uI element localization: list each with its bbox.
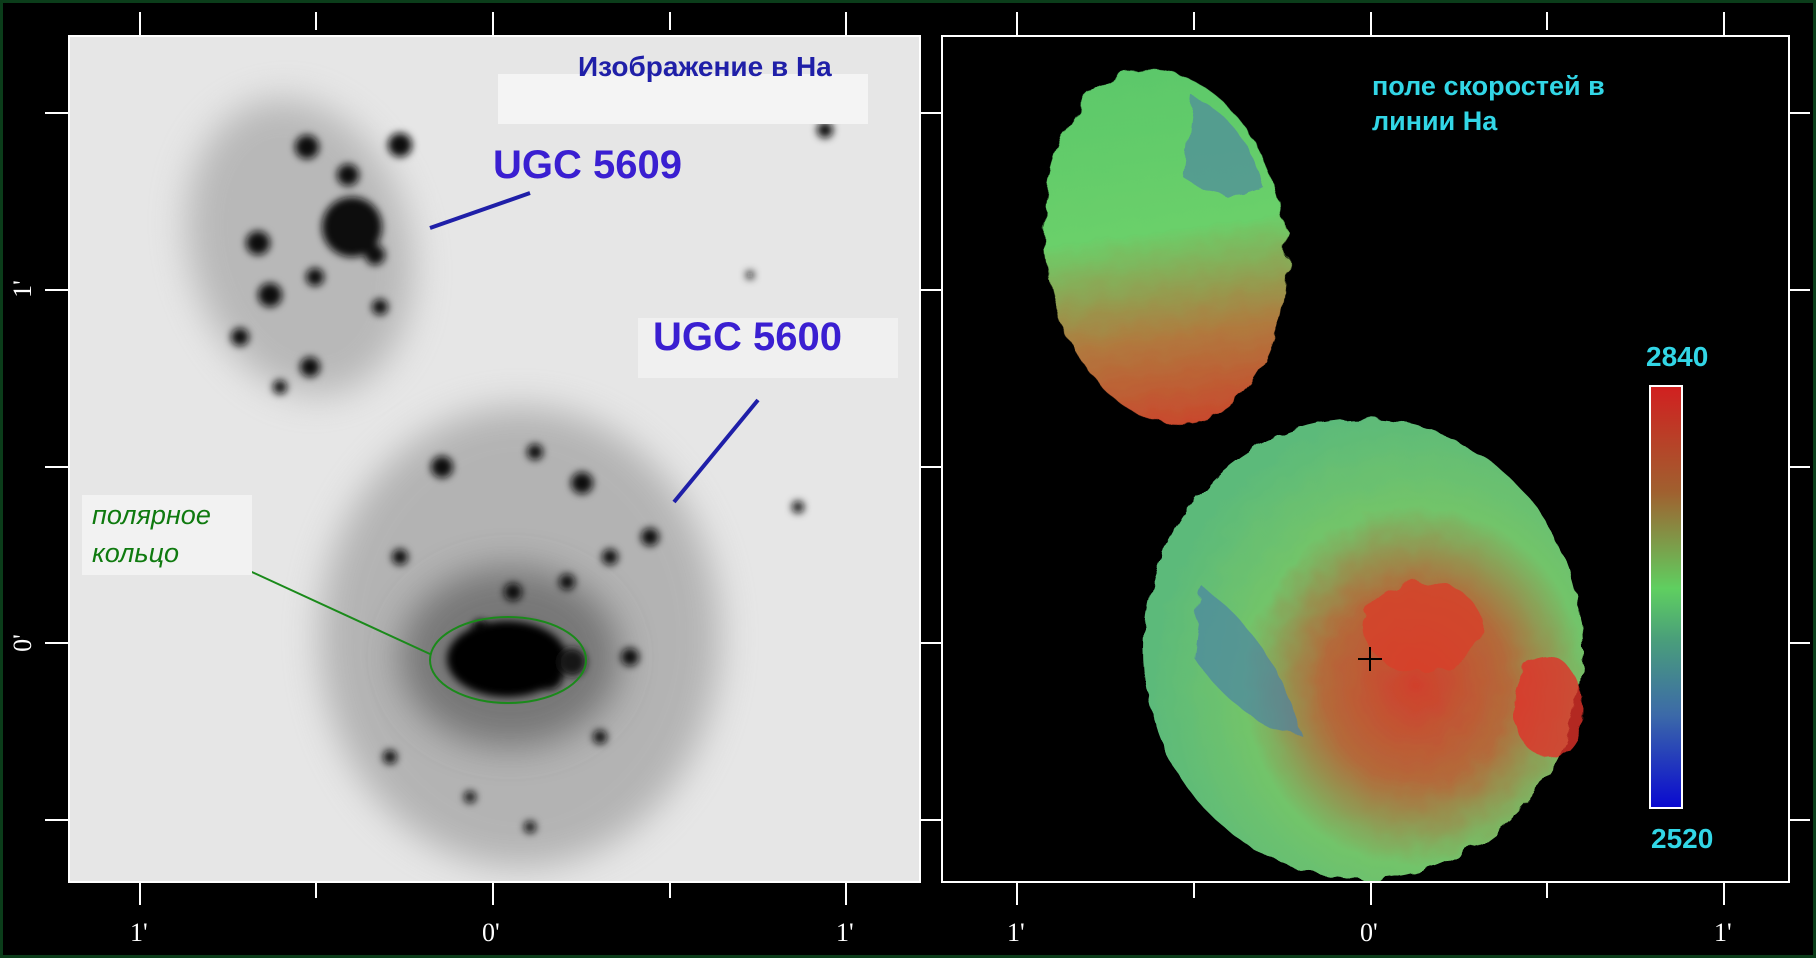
left-x-tick-label: 1' — [130, 918, 148, 947]
left-x-tick-label: 0' — [482, 918, 500, 947]
right-x-tick-label: 0' — [1360, 918, 1378, 947]
velocity-colorbar — [1649, 385, 1683, 809]
ugc5600-label: UGC 5600 — [653, 315, 842, 359]
velocity-field-title-line1: поле скоростей в — [1372, 71, 1605, 101]
halpha-image-title: Изображение в Ha — [578, 51, 832, 82]
ugc5600-velocity-field — [1143, 419, 1583, 879]
center-cross-marker — [1358, 647, 1382, 671]
left-x-tick-label: 1' — [836, 918, 854, 947]
label-background — [638, 318, 898, 378]
velocity-field-map — [1043, 69, 1583, 879]
halpha-image — [186, 99, 833, 867]
velocity-field-title-line2: линии Ha — [1372, 106, 1498, 136]
title-background — [498, 74, 868, 124]
polar-label-background — [82, 495, 252, 575]
right-x-tick-label: 1' — [1007, 918, 1025, 947]
colorbar-min-label: 2520 — [1651, 823, 1714, 854]
pointer-ugc5600 — [672, 398, 760, 504]
ugc5609-velocity-field — [1043, 69, 1287, 425]
colorbar-max-label: 2840 — [1646, 341, 1709, 372]
polar-ring-ellipse — [429, 616, 587, 704]
polar-ring-label-line2: кольцо — [92, 538, 180, 568]
halpha-image-panel — [68, 35, 921, 883]
y-tick-label: 1' — [7, 280, 37, 298]
pointer-ugc5609 — [429, 191, 531, 230]
y-tick-label: 0' — [7, 634, 37, 652]
polar-ring-label-line1: полярное — [92, 500, 211, 530]
velocity-field-panel — [941, 35, 1790, 883]
ugc5609-label: UGC 5609 — [493, 143, 682, 187]
right-x-tick-label: 1' — [1714, 918, 1732, 947]
